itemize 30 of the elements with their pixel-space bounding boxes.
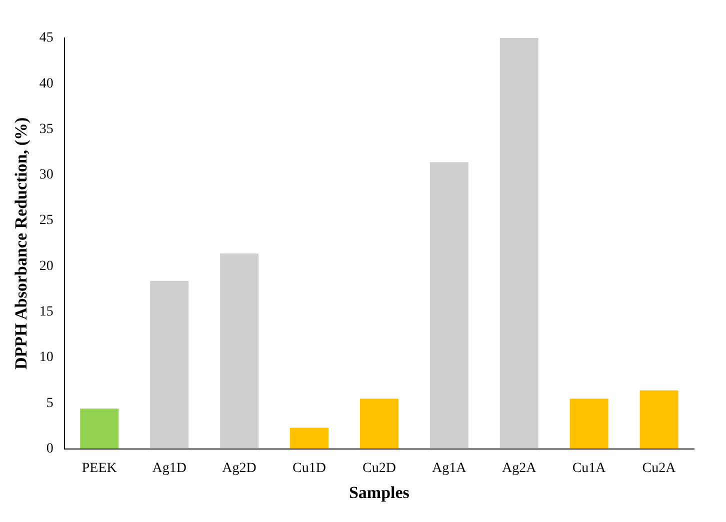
bar (500, 38, 538, 449)
x-tick-label: Ag2A (502, 460, 538, 476)
x-tick-label: Cu1D (292, 460, 326, 476)
x-tick-label: Cu2A (642, 460, 677, 476)
bar (640, 390, 678, 449)
y-axis-title: DPPH Absorbance Reduction, (%) (12, 117, 31, 370)
y-tick-label: 10 (39, 350, 54, 366)
bar (220, 253, 259, 449)
bar (150, 280, 189, 449)
y-tick-label: 25 (39, 213, 54, 228)
y-tick-label: 5 (46, 396, 54, 411)
bar (290, 428, 328, 449)
x-tick-label: Ag1A (432, 460, 468, 476)
bar (80, 408, 119, 449)
y-tick-label: 20 (39, 258, 54, 274)
y-tick-label: 0 (46, 441, 54, 456)
x-tick-label: Cu1A (572, 460, 607, 476)
y-tick-label: 30 (39, 168, 54, 183)
y-tick-label: 15 (39, 304, 54, 320)
x-tick-label: PEEK (82, 460, 117, 476)
y-tick-label: 40 (39, 76, 54, 92)
x-tick-label: Cu2D (362, 460, 396, 476)
y-tick-label: 45 (39, 30, 54, 46)
x-axis-title: Samples (348, 483, 410, 502)
x-tick-label: Ag1D (152, 460, 186, 476)
bar (430, 162, 468, 449)
bar (360, 398, 398, 449)
bar (570, 398, 608, 449)
y-tick-label: 35 (39, 122, 54, 137)
x-tick-label: Ag2D (222, 460, 256, 476)
